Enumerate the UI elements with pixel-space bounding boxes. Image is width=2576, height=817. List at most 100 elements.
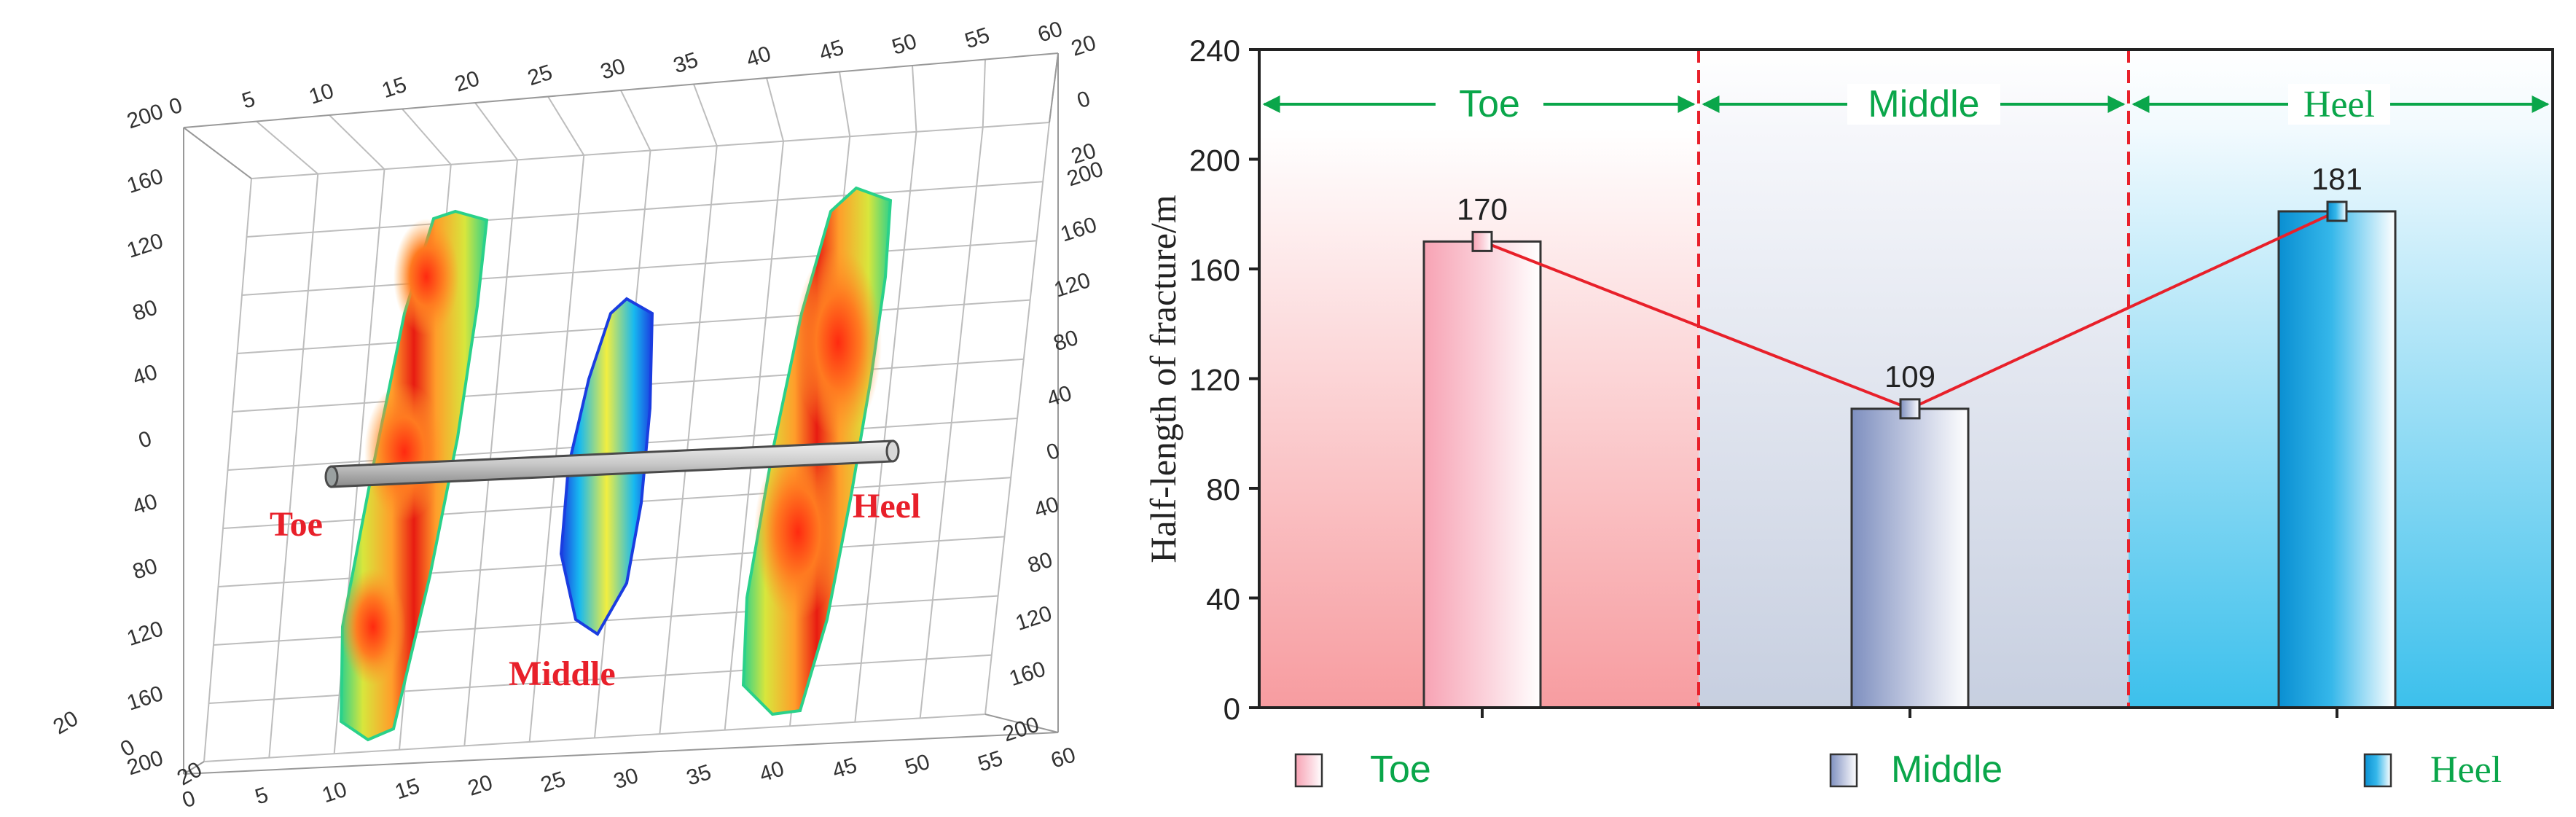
bottom-axis-tick-label: 50 — [902, 750, 933, 781]
grid-line — [203, 714, 986, 762]
right-axis-tick-label: 120 — [1013, 601, 1055, 636]
legend: Toe Middle Heel — [1294, 748, 2502, 791]
legend-label-toe: Toe — [1370, 748, 1431, 791]
grid-line — [839, 71, 851, 137]
toe-hotspot — [364, 383, 445, 521]
legend-swatch-heel — [2363, 753, 2392, 788]
top-axis-tick-label: 45 — [816, 36, 847, 66]
top-axis-tick-label: 25 — [525, 60, 555, 91]
right-axis-tick-label: 80 — [1051, 326, 1081, 356]
right-axis-tick-label: 80 — [1025, 548, 1055, 579]
grid-line — [241, 240, 1037, 296]
bottom-axis-tick-label: 10 — [319, 778, 350, 808]
grid-line — [256, 120, 318, 175]
trend-line — [1471, 200, 2348, 420]
right-axis-tick-label: 160 — [1006, 657, 1049, 691]
wellbore — [324, 439, 900, 488]
left-axis-tick-label: 160 — [124, 164, 166, 198]
grid-line — [693, 84, 718, 146]
grid-line — [912, 65, 917, 132]
left-axis-tick-label: 80 — [130, 295, 160, 326]
box-grid: 0 5 10 15 20 25 30 35 40 45 50 55 60 0 5 10 15 20 25 30 35 40… — [50, 17, 1106, 813]
bottom-axis-tick-label: 30 — [611, 764, 641, 794]
y-tick-label: 240 — [1189, 34, 1240, 68]
trend-marker — [2326, 200, 2348, 222]
bar-chart: Toe Middle Heel 170 109 181 0 40 80 120 160 200… — [1143, 34, 2554, 791]
left-axis-tick-label: 40 — [130, 360, 160, 391]
bar-toe — [1422, 240, 1542, 709]
zone-label-heel: Heel — [2303, 84, 2375, 125]
zone-label-middle: Middle — [1868, 83, 1979, 125]
heel-hotspot — [794, 248, 882, 437]
left-axis-tick-label: 80 — [130, 554, 160, 585]
legend-label-heel: Heel — [2430, 749, 2502, 791]
right-top-tick-label: 0 — [1074, 87, 1093, 114]
top-axis-tick-label: 0 — [166, 93, 185, 120]
legend-swatch-toe — [1294, 753, 1323, 788]
grid-line — [982, 59, 986, 128]
grid-line — [208, 654, 992, 704]
grid-line — [402, 108, 452, 165]
grid-line — [246, 181, 1044, 238]
left-axis-tick-label: 200 — [124, 100, 166, 134]
y-tick-label: 0 — [1224, 692, 1240, 726]
left-axis-tick-label: 40 — [130, 489, 160, 520]
top-axis-tick-label: 40 — [743, 42, 774, 72]
grid-line — [766, 77, 784, 141]
grid-line — [329, 114, 385, 170]
top-axis-tick-label: 15 — [379, 73, 410, 103]
bottom-axis-tick-label: 55 — [975, 746, 1006, 777]
data-label-toe: 170 — [1457, 192, 1508, 226]
right-axis-tick-label: 160 — [1057, 213, 1100, 247]
y-tick-label: 40 — [1206, 582, 1240, 617]
left-bottom-tick-label: 20 — [173, 757, 206, 790]
left-axis-tick-label: 160 — [124, 681, 166, 716]
box-edge — [1049, 52, 1059, 123]
label-toe: Toe — [270, 505, 323, 544]
left-axis-tick-label: 120 — [124, 229, 166, 263]
box-edge — [183, 127, 252, 179]
left-axis-tick-label: 0 — [136, 426, 154, 453]
grid-line — [547, 95, 585, 156]
bottom-axis-tick-label: 20 — [465, 770, 496, 801]
left-bottom-tick-label: 20 — [50, 706, 82, 739]
grid-line — [620, 90, 651, 151]
top-axis-tick-label: 55 — [962, 23, 993, 54]
top-axis-tick-label: 10 — [306, 79, 337, 109]
legend-label-middle: Middle — [1891, 748, 2003, 791]
y-tick-label: 80 — [1206, 472, 1240, 507]
bottom-axis-tick-label: 15 — [392, 774, 423, 805]
box-edge — [183, 761, 205, 775]
y-tick-label: 160 — [1189, 253, 1240, 287]
trend-marker — [1899, 398, 1921, 420]
y-axis-title: Half-length of fracture/m — [1143, 195, 1183, 563]
trend-marker — [1471, 230, 1493, 252]
right-axis-tick-label: 40 — [1044, 381, 1075, 412]
zone-arrows: Toe Middle Heel — [1262, 83, 2550, 125]
bottom-axis-tick-label: 25 — [538, 767, 568, 797]
bar-heel — [2277, 210, 2397, 709]
toe-hotspot — [394, 219, 459, 335]
right-top-tick-label: 20 — [1068, 31, 1099, 61]
box-edge — [183, 732, 1059, 775]
left-labels: Toe Middle Heel — [270, 487, 920, 693]
top-axis-tick-label: 30 — [598, 54, 628, 85]
data-label-middle: 109 — [1884, 359, 1935, 394]
x-axis-ticks — [1481, 708, 2338, 718]
legend-swatch-middle — [1829, 753, 1858, 788]
bottom-axis-tick-label: 5 — [252, 783, 271, 810]
zone-label-toe: Toe — [1459, 83, 1520, 125]
bottom-axis-tick-label: 60 — [1048, 743, 1078, 773]
right-axis-tick-label: 0 — [1044, 439, 1062, 466]
right-axis-tick-label: 200 — [1000, 713, 1042, 747]
top-axis-tick-label: 35 — [670, 48, 701, 79]
bottom-axis-tick-label: 40 — [756, 757, 787, 787]
data-labels: 170 109 181 — [1457, 162, 2362, 394]
bottom-axis-tick-label: 35 — [684, 760, 714, 791]
label-heel: Heel — [853, 487, 920, 525]
bottom-axis-tick-label: 0 — [179, 786, 198, 813]
y-axis: 0 40 80 120 160 200 240 — [1189, 34, 1259, 726]
bar-middle — [1850, 407, 1970, 709]
heel-hotspot — [754, 445, 842, 619]
